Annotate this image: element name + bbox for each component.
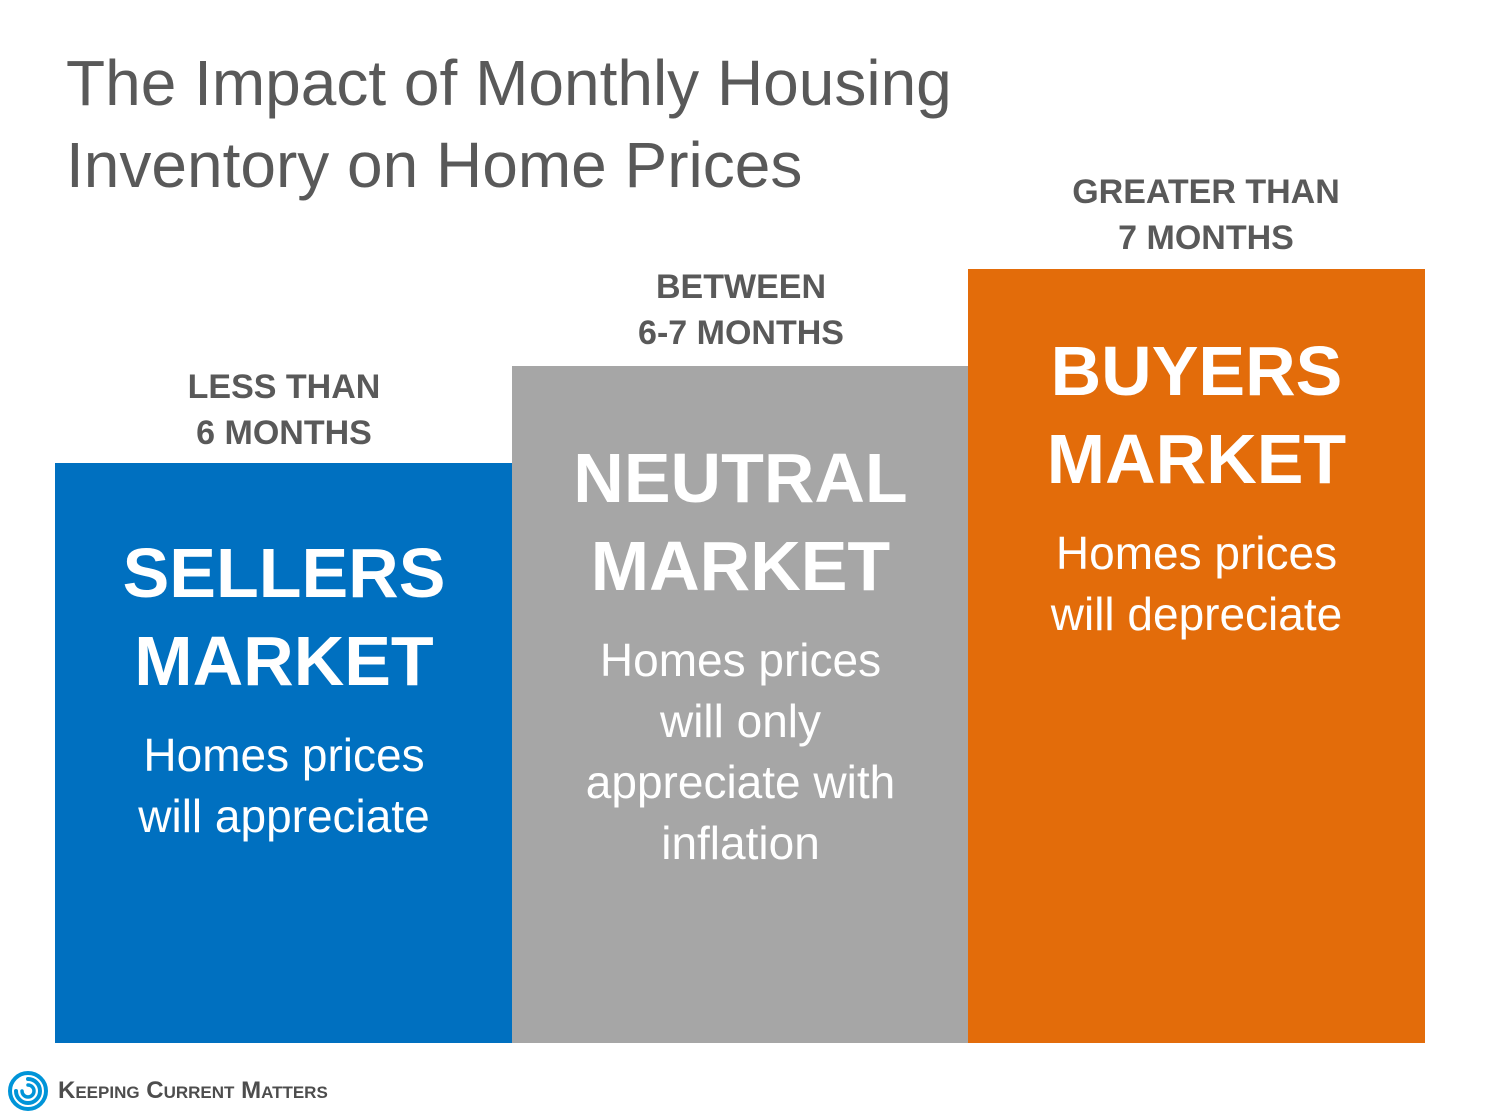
sellers-range-line-2: 6 MONTHS [196,414,372,452]
kcm-logo-text: Keeping Current Matters [58,1077,328,1104]
sellers-market-description: Homes prices will appreciate [55,725,513,847]
neutral-desc-line-1: Homes prices [599,634,882,686]
page-title: The Impact of Monthly Housing Inventory … [66,42,1026,206]
kcm-swirl-icon [8,1071,48,1111]
neutral-market-heading-line-1: NEUTRAL [573,439,908,517]
sellers-market-heading-line-1: SELLERS [122,534,446,612]
neutral-desc-line-2: will only [659,695,822,747]
title-line-2: Inventory on Home Prices [66,129,803,201]
sellers-market-heading-line-2: MARKET [134,622,434,700]
neutral-desc-line-3: appreciate with [585,756,896,808]
neutral-market-description: Homes prices will only appreciate with i… [512,630,969,874]
buyers-range-line-2: 7 MONTHS [1118,219,1294,257]
buyers-range-line-1: GREATER THAN [1072,173,1340,211]
kcm-logo: Keeping Current Matters [8,1068,328,1114]
buyers-market-heading: BUYERS MARKET [968,327,1425,503]
neutral-range-line-1: BETWEEN [656,268,826,306]
neutral-desc-line-4: inflation [661,817,820,869]
sellers-desc-line-2: will appreciate [138,790,430,842]
neutral-range-label: BETWEEN 6-7 MONTHS [541,264,941,356]
sellers-market-heading: SELLERS MARKET [55,529,513,705]
neutral-range-line-2: 6-7 MONTHS [638,314,844,352]
sellers-range-line-1: LESS THAN [187,368,381,406]
sellers-range-label: LESS THAN 6 MONTHS [84,364,484,456]
neutral-market-heading-line-2: MARKET [590,527,891,605]
sellers-desc-line-1: Homes prices [143,729,425,781]
buyers-desc-line-1: Homes prices [1055,527,1338,579]
sellers-market-block: SELLERS MARKET Homes prices will appreci… [55,463,513,1043]
neutral-market-heading: NEUTRAL MARKET [512,434,969,610]
buyers-market-description: Homes prices will depreciate [968,523,1425,645]
buyers-desc-line-2: will depreciate [1050,588,1343,640]
neutral-market-block: NEUTRAL MARKET Homes prices will only ap… [512,366,969,1043]
title-line-1: The Impact of Monthly Housing [66,47,952,119]
buyers-market-heading-line-2: MARKET [1046,420,1347,498]
buyers-range-label: GREATER THAN 7 MONTHS [1006,169,1406,261]
buyers-market-heading-line-1: BUYERS [1050,332,1343,410]
buyers-market-block: BUYERS MARKET Homes prices will deprecia… [968,269,1425,1043]
